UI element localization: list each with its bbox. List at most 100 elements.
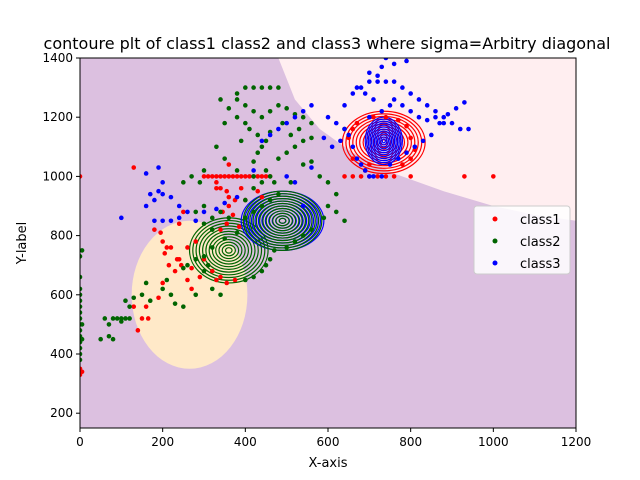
point-class3 <box>404 150 409 156</box>
point-class1 <box>143 304 149 309</box>
point-class3 <box>371 97 376 102</box>
x-tick-label: 1000 <box>478 435 509 449</box>
point-class3 <box>412 144 418 150</box>
point-class1 <box>263 174 269 179</box>
point-class1 <box>158 230 163 235</box>
point-class2 <box>209 215 215 221</box>
point-class2 <box>209 227 215 232</box>
point-class1 <box>145 316 151 321</box>
point-class3 <box>333 120 339 126</box>
y-tick-label: 200 <box>50 406 73 420</box>
point-class1 <box>193 239 199 244</box>
point-class1 <box>243 174 248 179</box>
point-class2 <box>80 286 83 292</box>
point-class2 <box>201 203 207 209</box>
point-class2 <box>267 108 273 114</box>
point-class2 <box>80 322 85 327</box>
point-class1 <box>350 174 356 179</box>
point-class2 <box>218 209 223 215</box>
point-class2 <box>259 114 265 120</box>
point-class2 <box>222 236 227 241</box>
point-class3 <box>367 79 372 84</box>
point-class2 <box>300 233 306 238</box>
contour-line <box>259 202 307 239</box>
point-class1 <box>162 251 168 256</box>
point-class3 <box>143 171 149 176</box>
point-class2 <box>80 254 83 259</box>
contour-line <box>242 190 323 251</box>
point-class3 <box>379 64 385 70</box>
point-class2 <box>110 336 116 342</box>
point-class1 <box>176 256 182 262</box>
point-class2 <box>243 120 248 126</box>
contour-line <box>265 207 300 234</box>
point-class1 <box>160 239 165 244</box>
point-class2 <box>309 135 314 141</box>
point-class2 <box>251 85 256 90</box>
point-class2 <box>284 106 289 111</box>
point-class2 <box>309 227 314 232</box>
contour-line <box>262 205 303 237</box>
point-class2 <box>80 304 83 309</box>
point-class3 <box>267 132 273 138</box>
point-class3 <box>416 114 422 120</box>
point-class1 <box>462 174 467 179</box>
contour-line <box>215 238 243 262</box>
point-class3 <box>119 215 124 221</box>
point-class3 <box>383 58 389 61</box>
point-class1 <box>131 304 137 309</box>
point-class1 <box>209 268 215 274</box>
contour-line <box>202 228 256 273</box>
y-axis-ticks: 200 400 600 800 1000 1200 1400 <box>42 51 80 420</box>
point-class2 <box>288 180 294 185</box>
contour-line <box>378 134 390 148</box>
contour-class2-3 <box>242 190 323 251</box>
contour-line <box>192 219 266 281</box>
point-class3 <box>350 91 356 96</box>
point-class2 <box>143 280 149 286</box>
point-class3 <box>462 100 467 105</box>
point-class1 <box>383 174 389 179</box>
point-class1 <box>350 156 356 161</box>
point-class2 <box>259 85 265 90</box>
point-class3 <box>193 218 199 224</box>
point-class3 <box>168 194 174 200</box>
point-class2 <box>267 197 273 203</box>
x-tick-label: 200 <box>151 435 174 449</box>
point-class2 <box>114 316 120 321</box>
point-class1 <box>152 227 157 232</box>
point-class1 <box>214 277 219 283</box>
point-class3 <box>367 174 372 179</box>
point-class2 <box>197 180 203 185</box>
point-class3 <box>185 209 190 215</box>
y-tick-label: 600 <box>50 288 73 302</box>
x-tick-label: 400 <box>234 435 257 449</box>
point-class3 <box>156 188 161 194</box>
point-class3 <box>437 120 442 126</box>
contour-line <box>221 244 236 257</box>
point-class2 <box>276 191 281 197</box>
point-class2 <box>243 197 248 203</box>
series-class3 <box>119 58 471 224</box>
point-class1 <box>238 174 244 179</box>
point-class2 <box>80 310 83 315</box>
point-class3 <box>160 191 165 197</box>
point-class2 <box>309 159 314 164</box>
point-class2 <box>80 316 83 321</box>
point-class1 <box>226 194 232 200</box>
point-class3 <box>156 165 161 170</box>
point-class2 <box>333 191 339 197</box>
y-tick-label: 1400 <box>42 51 73 65</box>
point-class3 <box>387 103 393 108</box>
point-class2 <box>288 132 294 138</box>
contour-line <box>198 225 259 276</box>
point-class2 <box>276 156 281 161</box>
point-class2 <box>263 168 269 173</box>
point-class1 <box>181 209 186 215</box>
point-class3 <box>358 85 364 90</box>
point-class3 <box>445 111 451 117</box>
point-class3 <box>292 180 298 185</box>
contour-line <box>370 124 397 158</box>
point-class1 <box>224 280 230 286</box>
point-class3 <box>453 106 459 111</box>
